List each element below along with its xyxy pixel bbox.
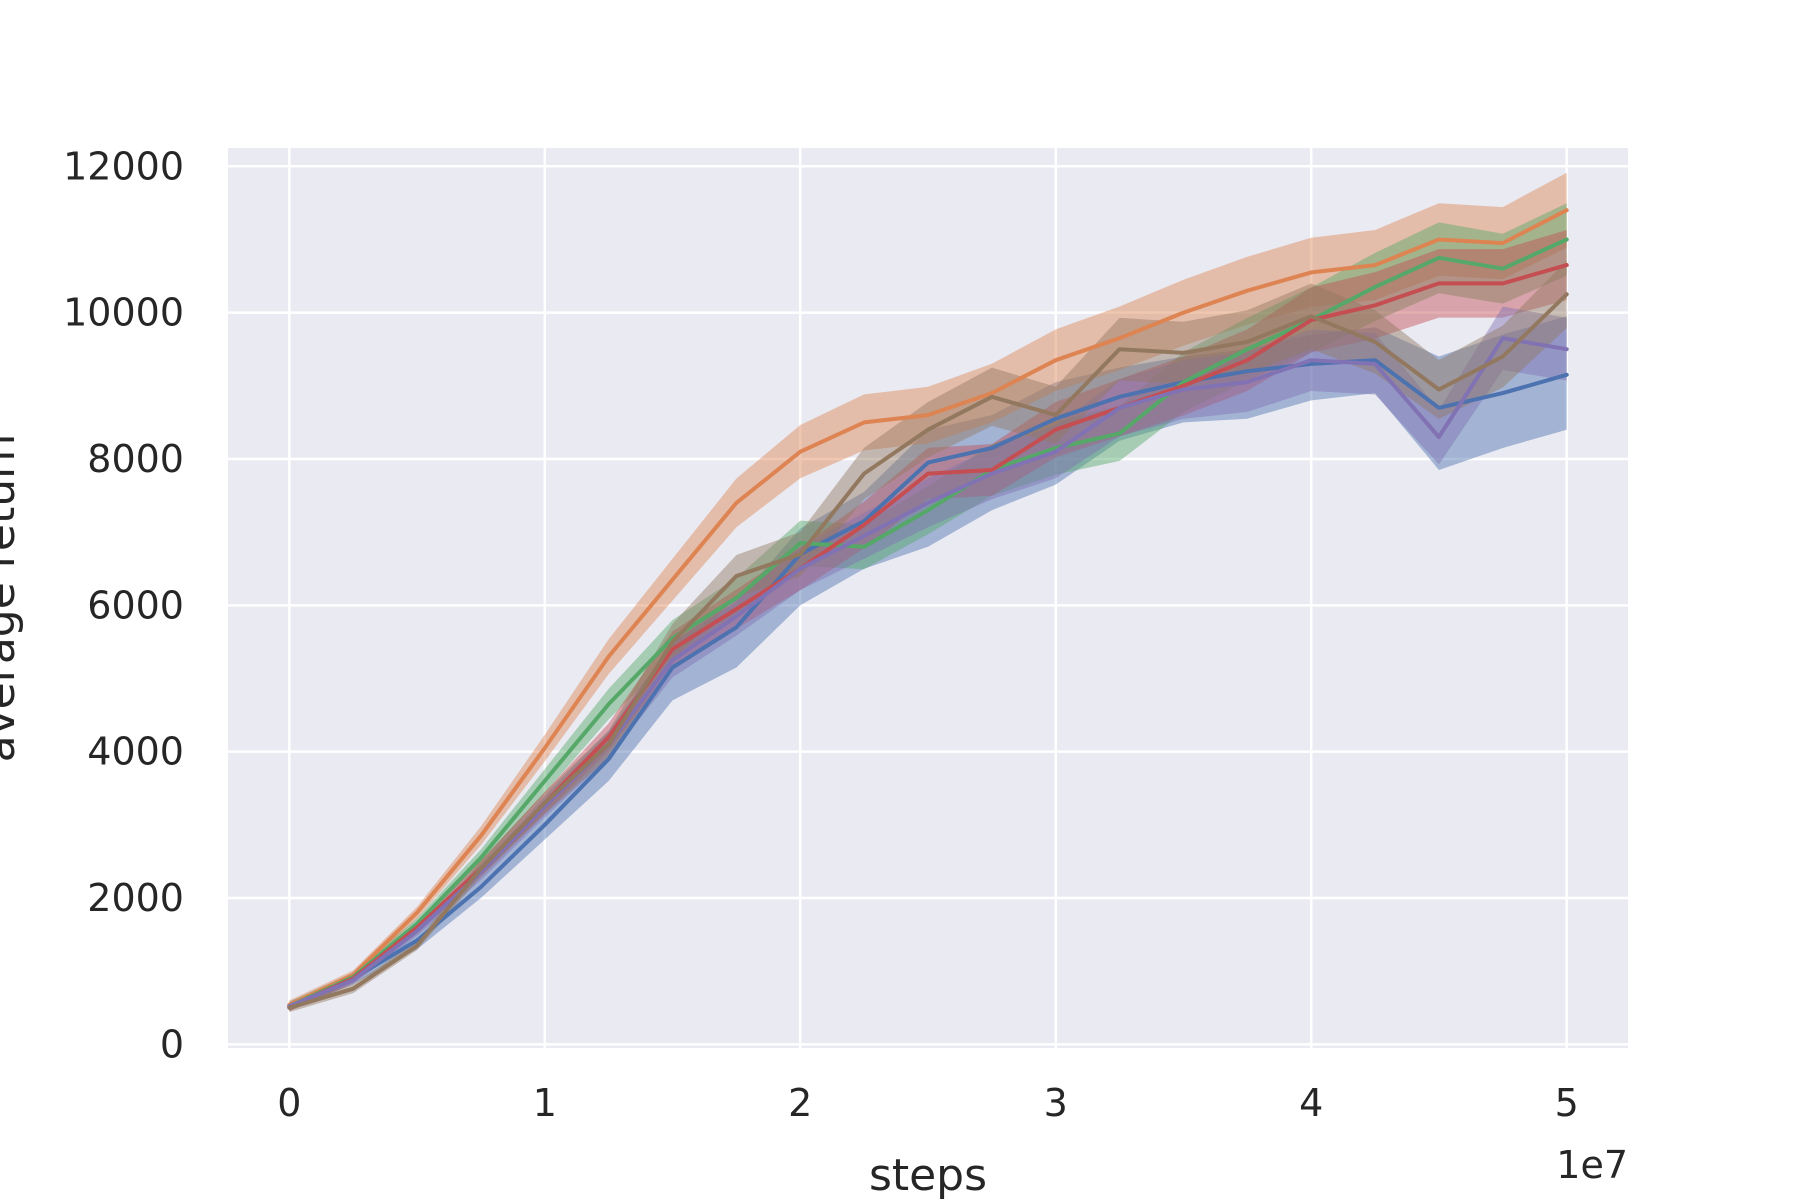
series-line-5 [287, 292, 1569, 1010]
series-line-1 [287, 208, 1569, 1007]
y-tick-label-3: 6000 [87, 583, 184, 627]
x-tick-label-4: 4 [1299, 1081, 1323, 1125]
x-tick-label-2: 2 [788, 1081, 812, 1125]
series-band-3 [289, 230, 1567, 1012]
series-line-4 [287, 336, 1569, 1009]
x-axis-ticks: 0 1 2 3 4 5 [277, 1081, 1579, 1125]
y-tick-label-5: 10000 [63, 291, 184, 335]
y-tick-label-4: 8000 [87, 437, 184, 481]
series-line-2 [287, 237, 1569, 1009]
x-tick-label-5: 5 [1555, 1081, 1579, 1125]
series-band-5 [289, 260, 1567, 1013]
grid [228, 148, 1628, 1048]
series-lines [287, 208, 1569, 1010]
x-tick-label-0: 0 [277, 1081, 301, 1125]
x-axis-offset-label: 1e7 [1556, 1143, 1628, 1187]
y-axis-ticks: 0 2000 4000 6000 8000 10000 12000 [63, 144, 184, 1066]
x-tick-label-3: 3 [1044, 1081, 1068, 1125]
y-tick-label-2: 4000 [87, 730, 184, 774]
y-tick-label-0: 0 [160, 1022, 184, 1066]
x-axis-label: steps [869, 1150, 987, 1200]
y-tick-label-1: 2000 [87, 876, 184, 920]
y-axis-label: average return [0, 434, 25, 763]
y-tick-label-6: 12000 [63, 144, 184, 188]
x-tick-label-1: 1 [533, 1081, 557, 1125]
